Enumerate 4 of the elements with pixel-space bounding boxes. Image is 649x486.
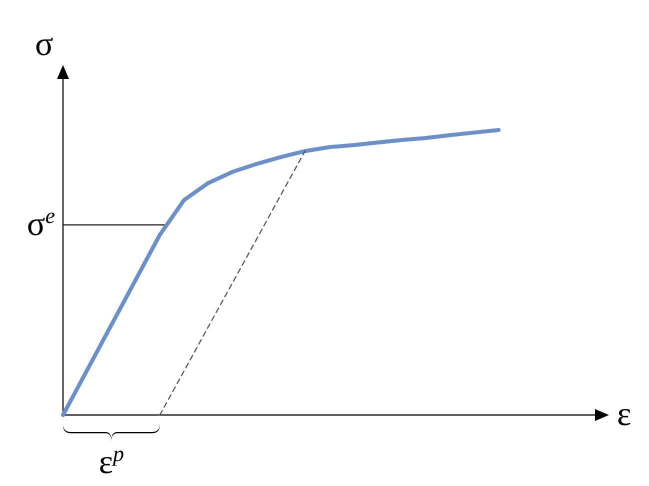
y-axis-title: σ xyxy=(35,26,54,63)
x-axis-title: ε xyxy=(617,396,632,433)
ref-line-label: σ$^{e}$ xyxy=(26,202,56,243)
text: ε$^{p}$ xyxy=(98,440,124,481)
